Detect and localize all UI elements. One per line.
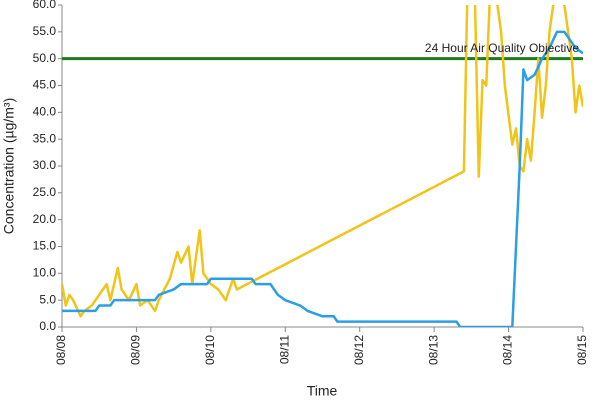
y-tick-label: 60.0: [33, 0, 57, 11]
x-tick-label: 08/11: [277, 335, 291, 364]
plot-area: [62, 5, 583, 327]
y-tick-label: 0.0: [39, 319, 56, 333]
y-tick-label: 10.0: [33, 266, 57, 280]
x-axis-title: Time: [307, 383, 338, 399]
y-tick-label: 25.0: [33, 185, 57, 199]
x-tick-label: 08/12: [352, 335, 366, 365]
y-tick-label: 20.0: [33, 212, 57, 226]
x-tick-label: 08/13: [426, 335, 440, 365]
y-tick-label: 30.0: [33, 158, 57, 172]
series-line: [62, 30, 583, 327]
y-axis-title: Concentration (µg/m³): [1, 98, 17, 234]
y-tick-label: 5.0: [39, 292, 56, 306]
x-tick-label: 08/09: [129, 335, 143, 365]
x-tick-label: 08/14: [501, 335, 515, 365]
y-tick-label: 35.0: [33, 131, 57, 145]
y-tick-label: 45.0: [33, 78, 57, 92]
y-tick-label: 50.0: [33, 51, 57, 65]
x-tick-label: 08/08: [54, 335, 68, 365]
y-tick-label: 55.0: [33, 24, 57, 38]
x-tick-label: 08/15: [575, 335, 589, 365]
y-tick-label: 15.0: [33, 239, 57, 253]
x-tick-label: 08/10: [203, 335, 217, 365]
y-tick-label: 40.0: [33, 105, 57, 119]
reference-label: 24 Hour Air Quality Objective: [425, 41, 579, 55]
